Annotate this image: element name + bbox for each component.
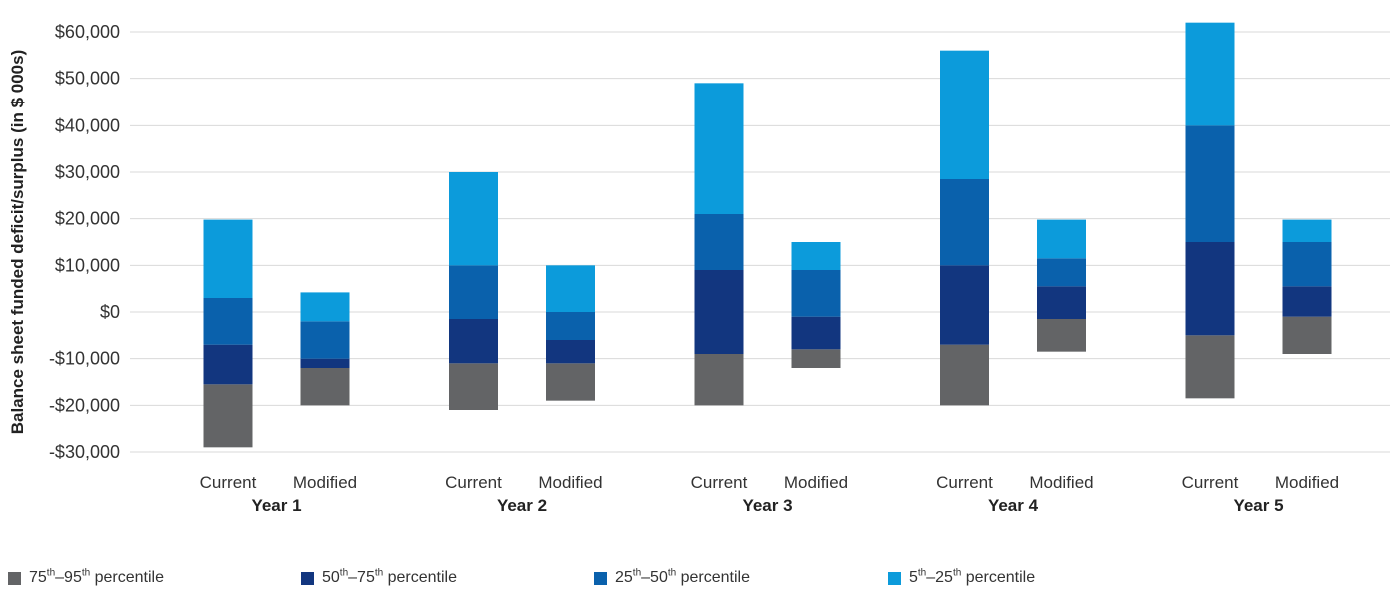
- y-tick-label: $0: [100, 302, 120, 322]
- bar-segment: [940, 50, 989, 179]
- bar-segment: [546, 312, 595, 340]
- bar-segment: [1037, 319, 1086, 352]
- bar-segment: [791, 349, 841, 368]
- bar-segment: [1037, 258, 1086, 287]
- bar-segment: [694, 214, 744, 270]
- x-category-label: Current: [445, 473, 502, 492]
- bar-segment: [300, 321, 350, 359]
- y-axis-ticks: -$30,000 -$20,000 -$10,000 $0 $10,000 $20,000…: [49, 22, 120, 462]
- bar-segment: [546, 265, 595, 312]
- y-tick-label: -$30,000: [49, 442, 120, 462]
- legend-label-50-75: 50th–75th percentile: [322, 567, 458, 586]
- legend-item-5-25: 5th–25th percentile: [888, 566, 1035, 590]
- bar-segment: [1282, 286, 1332, 317]
- bar-segment: [1037, 286, 1086, 319]
- bar-segment: [1185, 22, 1235, 126]
- y-tick-label: $30,000: [55, 162, 120, 182]
- y-tick-label: -$20,000: [49, 395, 120, 415]
- x-group-label: Year 2: [497, 496, 547, 515]
- bar-segment: [940, 265, 989, 345]
- legend-swatch-25-50: [594, 571, 607, 585]
- bar-segment: [1185, 125, 1235, 242]
- legend-label-25-50: 25th–50th percentile: [615, 567, 751, 586]
- legend-label-5-25: 5th–25th percentile: [909, 567, 1036, 586]
- legend-label-75-95: 75th–95th percentile: [29, 567, 165, 586]
- bar-segment: [791, 270, 841, 317]
- bar-segment: [300, 358, 350, 368]
- bar-segment: [203, 344, 253, 385]
- stacked-bar-chart: -$30,000 -$20,000 -$10,000 $0 $10,000 $20,000…: [8, 22, 1390, 515]
- bar-segment: [546, 340, 595, 364]
- bar-segment: [546, 363, 595, 401]
- x-axis-labels: Current Modified Year 1 Current Modified Year…: [200, 473, 1339, 515]
- bar-segment: [694, 354, 744, 406]
- bar-segment: [940, 344, 989, 406]
- x-category-label: Current: [200, 473, 257, 492]
- legend-item-25-50: 25th–50th percentile: [594, 566, 750, 590]
- bars: [203, 22, 1332, 448]
- x-category-label: Modified: [1029, 473, 1093, 492]
- x-group-label: Year 5: [1233, 496, 1283, 515]
- bar-segment: [203, 298, 253, 345]
- bar-segment: [203, 219, 253, 298]
- x-category-label: Current: [936, 473, 993, 492]
- bar-segment: [300, 368, 350, 406]
- bar-segment: [791, 316, 841, 350]
- x-category-label: Modified: [538, 473, 602, 492]
- bar-segment: [300, 292, 350, 322]
- legend: 75th–95th percentile 50th–75th percentil…: [0, 566, 1395, 590]
- bar-segment: [1282, 316, 1332, 354]
- bar-segment: [791, 242, 841, 270]
- bar-segment: [1185, 335, 1235, 399]
- bar-segment: [940, 179, 989, 266]
- legend-swatch-5-25: [888, 571, 901, 585]
- y-axis-label: Balance sheet funded deficit/surplus (in…: [8, 50, 27, 435]
- x-category-label: Current: [691, 473, 748, 492]
- legend-swatch-75-95: [8, 571, 21, 585]
- bar-segment: [1282, 242, 1332, 287]
- x-category-label: Modified: [784, 473, 848, 492]
- x-group-label: Year 4: [988, 496, 1039, 515]
- y-tick-label: $60,000: [55, 22, 120, 42]
- legend-item-75-95: 75th–95th percentile: [8, 566, 164, 590]
- x-group-label: Year 1: [251, 496, 301, 515]
- legend-item-50-75: 50th–75th percentile: [301, 566, 457, 590]
- x-group-label: Year 3: [742, 496, 792, 515]
- x-category-label: Modified: [293, 473, 357, 492]
- y-tick-label: $10,000: [55, 255, 120, 275]
- y-tick-label: -$10,000: [49, 349, 120, 369]
- bar-segment: [449, 363, 498, 410]
- bar-segment: [694, 270, 744, 354]
- bar-segment: [203, 384, 253, 448]
- bar-segment: [1185, 242, 1235, 336]
- y-tick-label: $20,000: [55, 209, 120, 229]
- bar-segment: [449, 265, 498, 319]
- x-category-label: Modified: [1275, 473, 1339, 492]
- y-tick-label: $50,000: [55, 69, 120, 89]
- bar-segment: [694, 83, 744, 214]
- y-tick-label: $40,000: [55, 115, 120, 135]
- bar-segment: [449, 319, 498, 364]
- x-category-label: Current: [1182, 473, 1239, 492]
- legend-swatch-50-75: [301, 571, 314, 585]
- bar-segment: [1282, 219, 1332, 242]
- bar-segment: [449, 172, 498, 266]
- bar-segment: [1037, 219, 1086, 259]
